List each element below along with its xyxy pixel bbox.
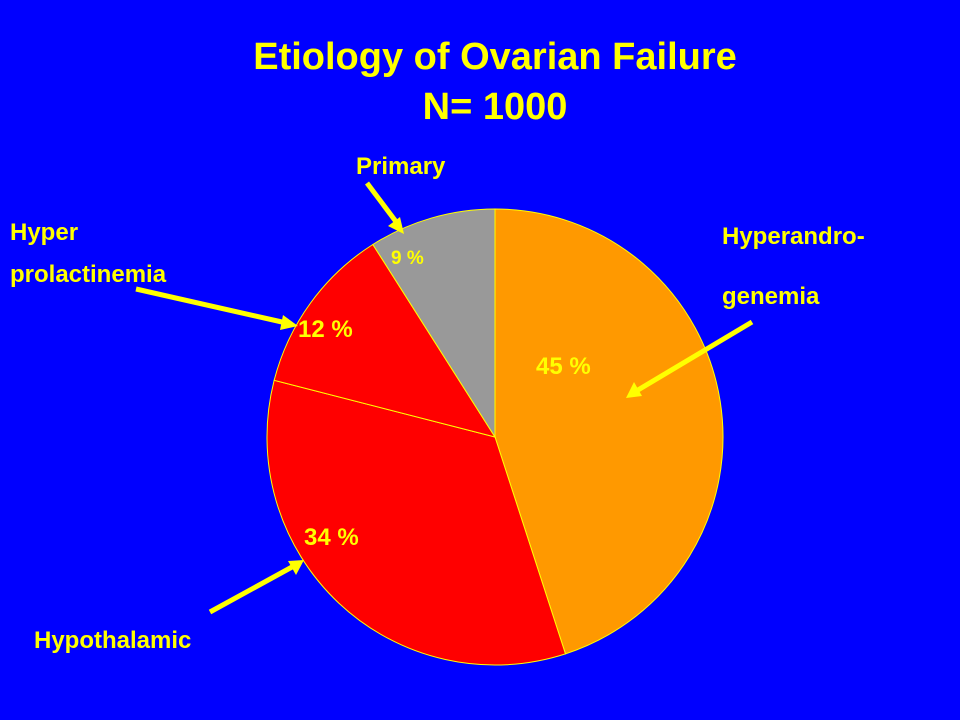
- arrowhead-primary: [388, 217, 404, 234]
- label-hypothalamic: Hypothalamic: [34, 627, 192, 654]
- slice-label-hyperprolactinemia: 12 %: [298, 316, 353, 343]
- arrow-hypothalamic: [208, 564, 294, 615]
- pie-slice-primary: [372, 208, 496, 439]
- label-hyperandro: Hyperandro-: [722, 223, 865, 250]
- label-prolactinemia: prolactinemia: [10, 261, 167, 288]
- slice-label-hypothalamic: 34 %: [304, 524, 359, 551]
- arrow-primary: [365, 181, 399, 225]
- label-hyper: Hyper: [10, 219, 79, 246]
- label-primary: Primary: [356, 153, 446, 180]
- arrowhead-hyperandrogenemia: [626, 382, 642, 398]
- slice-label-primary: 9 %: [391, 248, 424, 269]
- slice-labels: 45 % 34 % 12 % 9 %: [298, 248, 591, 551]
- pie-slice-hyperprolactinemia: [273, 243, 497, 438]
- slice-label-hyperandrogenemia: 45 %: [536, 353, 591, 380]
- arrowhead-hyperprolactinemia: [280, 315, 298, 330]
- arrow-hyperandrogenemia: [636, 319, 754, 393]
- arrowhead-hypothalamic: [288, 560, 304, 575]
- pie-slice-hyperandrogenemia: [494, 208, 724, 655]
- chart-title: Etiology of Ovarian Failure: [253, 36, 737, 78]
- pie-slices: [266, 208, 724, 666]
- pie-slice-hypothalamic: [266, 379, 567, 666]
- arrow-hyperprolactinemia: [135, 286, 283, 325]
- callout-arrows: [135, 181, 754, 615]
- chart-subtitle: N= 1000: [422, 86, 568, 128]
- label-genemia: genemia: [722, 283, 820, 310]
